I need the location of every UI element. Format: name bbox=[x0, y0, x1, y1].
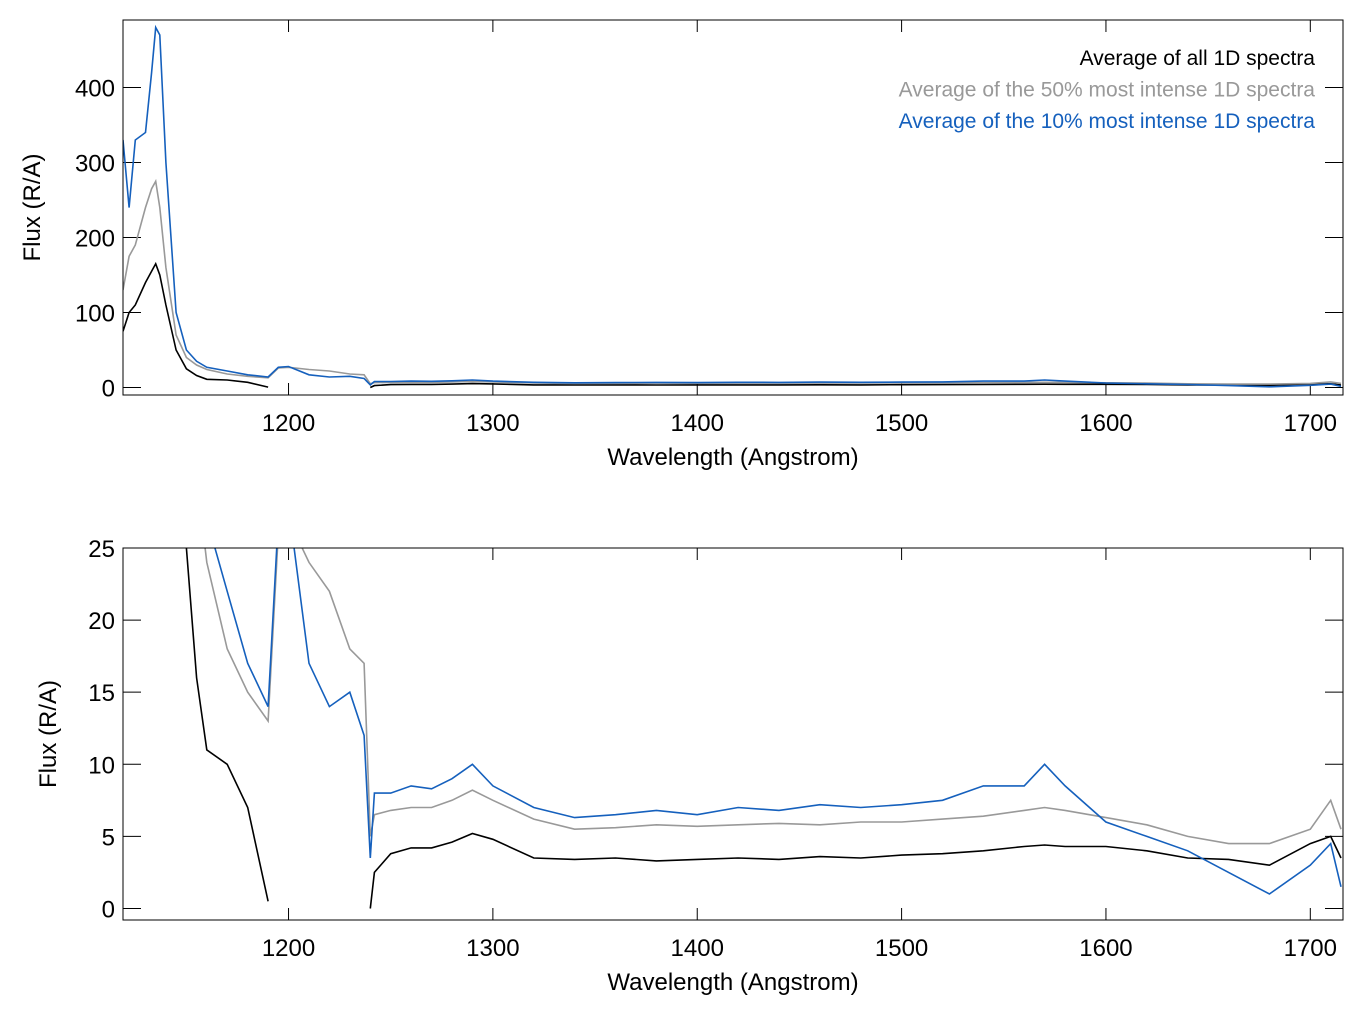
legend-entry: Average of all 1D spectra bbox=[1080, 47, 1316, 70]
x-axis-label: Wavelength (Angstrom) bbox=[607, 969, 858, 996]
y-axis-label: Flux (R/A) bbox=[35, 680, 62, 788]
y-tick-label: 0 bbox=[102, 376, 115, 403]
y-axis-label: Flux (R/A) bbox=[19, 154, 46, 262]
x-tick-label: 1600 bbox=[1079, 935, 1132, 962]
chart-panel: 1200 1300 1400 1500 1600 1700 0 5 10 15 20 25 Wavele… bbox=[35, 536, 1344, 996]
plot-frame bbox=[122, 547, 1344, 921]
plot-area bbox=[123, 24, 1342, 389]
y-tick-label: 200 bbox=[75, 226, 115, 253]
series-line bbox=[123, 178, 1342, 385]
x-tick-label: 1700 bbox=[1284, 935, 1337, 962]
legend-entry: Average of the 10% most intense 1D spect… bbox=[899, 110, 1316, 133]
series-line bbox=[123, 24, 1342, 388]
chart-panel: 1200 1300 1400 1500 1600 1700 0 100 200 300 400 Wav… bbox=[19, 19, 1344, 471]
legend-entry: Average of the 50% most intense 1D spect… bbox=[899, 79, 1316, 102]
x-tick-label: 1200 bbox=[262, 935, 315, 962]
x-tick-label: 1600 bbox=[1079, 410, 1132, 437]
plot-area bbox=[185, 548, 1342, 909]
x-tick-label: 1400 bbox=[671, 410, 724, 437]
x-tick-label: 1300 bbox=[466, 935, 519, 962]
y-tick-label: 400 bbox=[75, 76, 115, 103]
y-tick-label: 100 bbox=[75, 301, 115, 328]
y-tick-label: 10 bbox=[88, 752, 115, 779]
series-line bbox=[214, 548, 1342, 895]
x-tick-label: 1400 bbox=[671, 935, 724, 962]
x-tick-label: 1500 bbox=[875, 935, 928, 962]
y-tick-label: 20 bbox=[88, 608, 115, 635]
x-tick-label: 1300 bbox=[466, 410, 519, 437]
x-tick-label: 1200 bbox=[262, 410, 315, 437]
x-tick-label: 1500 bbox=[875, 410, 928, 437]
y-tick-label: 15 bbox=[88, 680, 115, 707]
y-tick-label: 5 bbox=[102, 824, 115, 851]
series-line bbox=[185, 548, 1342, 909]
y-tick-label: 300 bbox=[75, 151, 115, 178]
series-line bbox=[204, 548, 1342, 845]
y-tick-label: 25 bbox=[88, 536, 115, 563]
x-tick-label: 1700 bbox=[1284, 410, 1337, 437]
y-tick-label: 0 bbox=[102, 896, 115, 923]
x-axis-label: Wavelength (Angstrom) bbox=[607, 444, 858, 471]
plot-frame bbox=[122, 19, 1344, 396]
